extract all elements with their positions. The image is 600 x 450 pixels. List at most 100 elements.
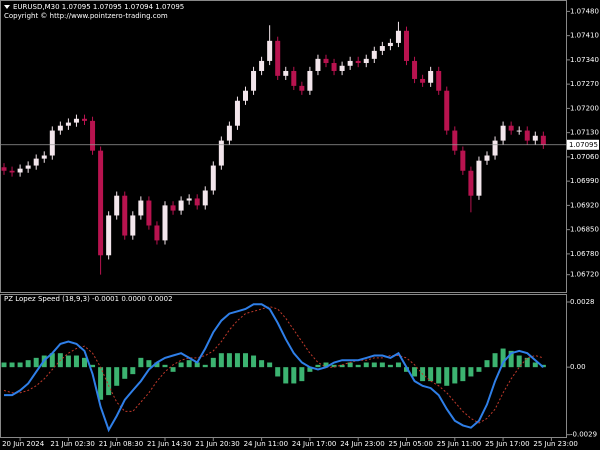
candle-body [1,167,7,171]
candle-body [315,58,321,71]
histogram-bar [1,362,7,368]
indicator-title: PZ Lopez Speed (18,9,3) -0.0001 0.0000 0… [4,295,173,303]
histogram-bar [347,362,353,368]
candle-body [218,140,224,166]
y-tick-label: 1.06990 [570,177,599,185]
histogram-bar [114,367,120,386]
indicator-panel [0,294,567,438]
histogram-bar [82,357,87,368]
y-tick-label: -0.0029 [570,431,597,439]
histogram-bar [226,353,232,368]
histogram-bar [202,364,208,368]
menu-icon[interactable] [4,5,10,9]
histogram-bar [339,364,345,368]
candle-body [146,200,152,226]
speed-line [4,303,545,433]
candle-body [130,215,136,236]
histogram-bar [17,362,23,368]
y-tick-label: 1.07200 [570,104,599,112]
candle-body [243,90,248,101]
candle-body [331,63,337,71]
x-tick-label: 21 Jun 20:30 [195,440,239,448]
candle-body [49,130,55,156]
histogram-bar [323,362,329,368]
candle-body [460,150,466,171]
candle-body [41,155,47,159]
histogram-bar [363,362,369,368]
candle-body [234,100,240,126]
y-tick-label: 1.07060 [570,153,599,161]
candle-body [9,170,15,173]
histogram-bar [138,357,144,368]
histogram-bar [460,367,466,382]
histogram-bar [476,367,482,372]
candle-body [379,46,385,51]
candle-body [516,130,522,132]
histogram-bar [210,357,216,368]
candle-body [178,200,184,211]
histogram-bar [25,360,31,368]
histogram-bar [492,353,498,368]
histogram-bar [355,364,361,368]
histogram-bar [178,362,184,368]
candle-body [476,160,482,196]
candle-body [194,198,200,206]
histogram-bar [275,367,281,377]
histogram-bar [170,367,176,372]
candle-body [291,70,297,86]
price-label: 1.07095 [569,141,598,149]
candle-body [17,168,23,173]
candle-body [412,60,418,79]
x-tick-label: 21 Jun 02:30 [50,440,94,448]
x-tick-label: 25 Jun 11:00 [437,440,481,448]
histogram-bar [65,355,71,368]
histogram-bar [444,367,450,386]
candle-body [154,225,160,241]
candle-body [355,60,361,64]
histogram-bar [162,364,168,368]
histogram-bar [395,362,401,368]
y-tick-label: 1.06720 [570,271,599,279]
candle-body [339,65,345,71]
histogram-bar [122,367,128,379]
candle-body [347,60,353,66]
histogram-bar [412,367,418,377]
histogram-bar [243,353,248,368]
copyright: Copyright © http://www.pointzero-trading… [4,12,168,20]
y-tick-label: 1.07410 [570,32,599,40]
histogram-bar [468,367,474,377]
histogram-bar [379,362,385,368]
histogram-bar [532,362,538,368]
candle-body [267,40,273,61]
price-panel [0,0,567,293]
histogram-bar [90,364,96,368]
price-label-box [567,139,599,150]
candle-body [420,78,426,83]
y-tick-label: 1.06850 [570,226,599,234]
candle-body [33,158,39,166]
candle-body [202,190,208,206]
histogram-bar [371,362,377,368]
candle-body [186,198,192,201]
histogram-bar [331,364,337,368]
histogram-bar [387,364,393,368]
candle-body [65,122,71,126]
candle-body [404,30,409,61]
candle-body [90,120,96,151]
candle-body [387,42,393,47]
histogram-bar [291,367,297,384]
histogram-bar [9,362,15,368]
candle-body [82,118,87,121]
y-tick-label: 0.0028 [570,298,595,306]
candle-body [283,70,289,76]
histogram-bar [484,360,490,368]
candle-body [226,125,232,141]
x-tick-label: 21 Jun 08:30 [99,440,143,448]
candle-body [57,125,63,131]
x-tick-label: 21 Jun 14:30 [147,440,191,448]
histogram-bar [146,360,152,368]
candle-body [532,135,538,141]
